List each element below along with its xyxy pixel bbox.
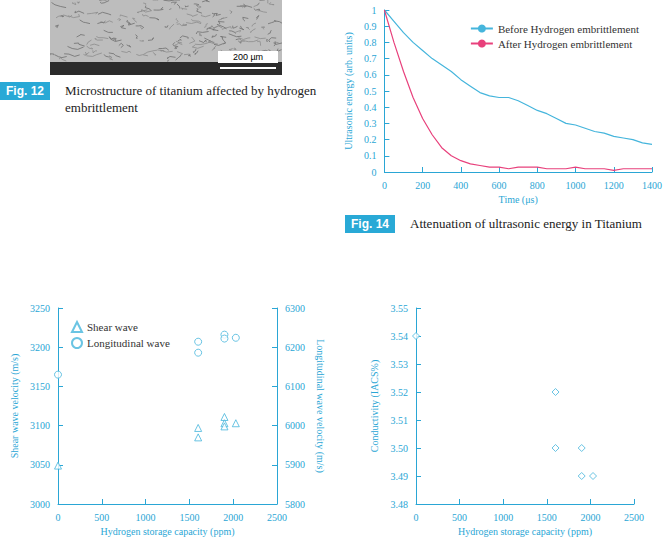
svg-text:0: 0 bbox=[56, 512, 61, 523]
svg-text:0.9: 0.9 bbox=[364, 21, 377, 32]
svg-text:6100: 6100 bbox=[285, 381, 305, 392]
svg-text:Longitudinal wave: Longitudinal wave bbox=[87, 337, 170, 349]
svg-text:0: 0 bbox=[382, 180, 387, 191]
svg-text:0.1: 0.1 bbox=[364, 150, 377, 161]
svg-text:0.6: 0.6 bbox=[364, 69, 377, 80]
svg-text:3150: 3150 bbox=[30, 381, 50, 392]
svg-text:0.8: 0.8 bbox=[364, 37, 377, 48]
svg-text:3.49: 3.49 bbox=[391, 471, 409, 482]
svg-text:600: 600 bbox=[492, 180, 507, 191]
svg-text:3.53: 3.53 bbox=[391, 359, 409, 370]
html-text:Attenuation of ultrasonic ener: Attenuation of ultrasonic energy in Tita… bbox=[410, 216, 642, 231]
svg-text:1: 1 bbox=[371, 5, 376, 16]
svg-text:0.7: 0.7 bbox=[364, 53, 377, 64]
svg-text:6300: 6300 bbox=[285, 303, 305, 314]
svg-text:5900: 5900 bbox=[285, 459, 305, 470]
svg-text:0.3: 0.3 bbox=[364, 118, 377, 129]
svg-text:0.5: 0.5 bbox=[364, 86, 377, 97]
svg-text:1200: 1200 bbox=[604, 180, 624, 191]
svg-text:3.51: 3.51 bbox=[391, 415, 409, 426]
svg-text:0.2: 0.2 bbox=[364, 134, 377, 145]
svg-text:0: 0 bbox=[414, 512, 419, 523]
svg-text:2500: 2500 bbox=[624, 512, 644, 523]
svg-text:3.55: 3.55 bbox=[391, 303, 409, 314]
svg-text:1000: 1000 bbox=[493, 512, 513, 523]
svg-text:2500: 2500 bbox=[267, 512, 287, 523]
svg-text:800: 800 bbox=[530, 180, 545, 191]
svg-text:2000: 2000 bbox=[223, 512, 243, 523]
svg-text:2000: 2000 bbox=[580, 512, 600, 523]
svg-text:3.54: 3.54 bbox=[391, 331, 409, 342]
svg-text:0.4: 0.4 bbox=[364, 102, 377, 113]
svg-text:3250: 3250 bbox=[30, 303, 50, 314]
svg-text:500: 500 bbox=[94, 512, 109, 523]
svg-text:Before Hydrogen embrittlement: Before Hydrogen embrittlement bbox=[498, 23, 639, 35]
svg-text:200 µm: 200 µm bbox=[233, 52, 263, 62]
svg-text:1000: 1000 bbox=[566, 180, 586, 191]
svg-text:Longitudinal wave velocity (m/: Longitudinal wave velocity (m/s) bbox=[314, 339, 326, 473]
svg-text:1500: 1500 bbox=[537, 512, 557, 523]
svg-text:6200: 6200 bbox=[285, 342, 305, 353]
html-text:Fig. 12: Fig. 12 bbox=[6, 84, 44, 98]
svg-text:5800: 5800 bbox=[285, 499, 305, 510]
svg-text:Time (μs): Time (μs) bbox=[499, 194, 538, 206]
svg-text:3000: 3000 bbox=[30, 499, 50, 510]
svg-text:Hydrogen storage capacity (ppm: Hydrogen storage capacity (ppm) bbox=[100, 526, 234, 538]
svg-text:Conductivity (IACS%): Conductivity (IACS%) bbox=[369, 360, 381, 453]
svg-text:1000: 1000 bbox=[136, 512, 156, 523]
svg-text:Hydrogen storage capacity (ppm: Hydrogen storage capacity (ppm) bbox=[458, 526, 592, 538]
svg-text:After Hydrogen embrittlement: After Hydrogen embrittlement bbox=[498, 38, 632, 50]
svg-text:Shear wave velocity (m/s): Shear wave velocity (m/s) bbox=[9, 354, 21, 459]
svg-text:3.50: 3.50 bbox=[391, 443, 409, 454]
svg-text:400: 400 bbox=[453, 180, 468, 191]
svg-text:3050: 3050 bbox=[30, 459, 50, 470]
svg-text:3.52: 3.52 bbox=[391, 387, 409, 398]
svg-text:3.48: 3.48 bbox=[391, 499, 409, 510]
svg-text:500: 500 bbox=[452, 512, 467, 523]
svg-text:1400: 1400 bbox=[642, 180, 662, 191]
svg-text:1500: 1500 bbox=[179, 512, 199, 523]
svg-text:200: 200 bbox=[415, 180, 430, 191]
svg-text:Shear wave: Shear wave bbox=[87, 321, 138, 333]
html-text:Fig. 14: Fig. 14 bbox=[351, 217, 389, 231]
html-text:Microstructure of titanium aff: Microstructure of titanium affected by h… bbox=[65, 83, 317, 115]
svg-text:6000: 6000 bbox=[285, 420, 305, 431]
svg-text:0: 0 bbox=[371, 167, 376, 178]
svg-text:3200: 3200 bbox=[30, 342, 50, 353]
svg-text:Ultrasonic energy (arb. units): Ultrasonic energy (arb. units) bbox=[343, 32, 355, 150]
svg-text:3100: 3100 bbox=[30, 420, 50, 431]
